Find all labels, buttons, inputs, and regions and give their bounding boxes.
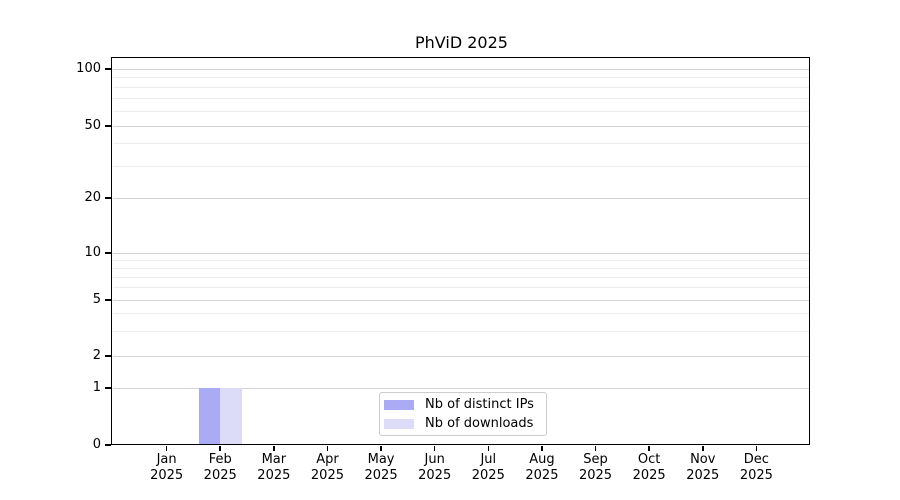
x-tick-label-month: Sep bbox=[583, 452, 608, 467]
gridline-major bbox=[113, 68, 810, 70]
y-tick-mark bbox=[105, 68, 111, 70]
x-tick-label: Mar 2025 bbox=[242, 452, 306, 484]
bar-nb-of-downloads-feb-2025 bbox=[220, 388, 242, 445]
gridline-minor bbox=[113, 165, 810, 167]
gridline-major bbox=[113, 355, 810, 357]
legend-row: Nb of downloads bbox=[384, 414, 542, 433]
x-tick-label: Oct 2025 bbox=[617, 452, 681, 484]
gridline-major bbox=[113, 252, 810, 254]
x-tick-label-year: 2025 bbox=[364, 468, 398, 483]
gridline-major bbox=[113, 299, 810, 301]
x-tick-label-month: Mar bbox=[261, 452, 287, 467]
y-tick-label: 2 bbox=[92, 348, 101, 363]
x-tick-label-year: 2025 bbox=[739, 468, 773, 483]
plot-area bbox=[111, 57, 811, 446]
legend-swatch bbox=[384, 399, 414, 410]
legend-label: Nb of downloads bbox=[425, 416, 534, 431]
legend: Nb of distinct IPs Nb of downloads bbox=[379, 392, 547, 436]
x-tick-label-year: 2025 bbox=[150, 468, 184, 483]
x-tick-label-year: 2025 bbox=[418, 468, 452, 483]
x-tick-mark bbox=[594, 446, 597, 451]
chart-title: PhViD 2025 bbox=[415, 33, 508, 52]
gridline-minor bbox=[113, 86, 810, 88]
gridline-minor bbox=[113, 313, 810, 315]
y-tick-label: 10 bbox=[84, 245, 101, 260]
x-tick-label-year: 2025 bbox=[310, 468, 344, 483]
gridline-minor bbox=[113, 143, 810, 145]
gridline-minor bbox=[113, 97, 810, 99]
y-tick-label: 1 bbox=[92, 380, 101, 395]
y-tick-mark bbox=[105, 299, 111, 301]
x-tick-mark bbox=[219, 446, 222, 451]
x-tick-mark bbox=[273, 446, 275, 451]
x-tick-mark bbox=[433, 446, 436, 451]
x-tick-label-year: 2025 bbox=[525, 468, 559, 483]
gridline-major bbox=[113, 387, 810, 389]
x-tick-mark bbox=[755, 446, 758, 451]
x-tick-mark bbox=[648, 446, 650, 451]
x-tick-label: Apr 2025 bbox=[295, 452, 359, 484]
gridline-major bbox=[113, 125, 810, 127]
x-tick-label-month: Oct bbox=[637, 452, 661, 467]
x-tick-label-year: 2025 bbox=[578, 468, 613, 483]
x-tick-label-year: 2025 bbox=[471, 468, 505, 483]
legend-swatch bbox=[384, 418, 414, 429]
x-tick-label-month: Nov bbox=[690, 452, 716, 467]
x-tick-mark bbox=[701, 446, 704, 451]
gridline-minor bbox=[113, 77, 810, 79]
legend-row: Nb of distinct IPs bbox=[384, 395, 542, 414]
x-tick-label-month: Aug bbox=[529, 452, 555, 467]
x-tick-label: Jul 2025 bbox=[456, 452, 520, 484]
y-tick-mark bbox=[105, 125, 111, 127]
y-tick-label: 0 bbox=[92, 437, 101, 452]
legend-label: Nb of distinct IPs bbox=[425, 397, 534, 412]
x-tick-label-month: Jun bbox=[424, 452, 445, 467]
x-tick-label-month: Jul bbox=[480, 452, 497, 467]
x-tick-label-month: Apr bbox=[316, 452, 339, 467]
x-tick-label-month: Dec bbox=[743, 452, 769, 467]
x-tick-label: Sep 2025 bbox=[564, 452, 628, 484]
x-tick-label: May 2025 bbox=[349, 452, 413, 484]
y-tick-label: 5 bbox=[92, 292, 101, 307]
x-tick-label-year: 2025 bbox=[203, 468, 237, 483]
gridline-minor bbox=[113, 330, 810, 332]
x-tick-label: Feb 2025 bbox=[188, 452, 252, 484]
y-tick-mark bbox=[105, 387, 111, 389]
x-tick-mark bbox=[326, 446, 329, 451]
y-tick-mark bbox=[105, 444, 111, 446]
y-tick-label: 50 bbox=[84, 118, 101, 133]
x-tick-label: Jun 2025 bbox=[403, 452, 467, 484]
x-tick-label: Aug 2025 bbox=[510, 452, 574, 484]
x-tick-label-month: Jan bbox=[156, 452, 177, 467]
y-tick-mark bbox=[105, 197, 111, 199]
x-tick-label-year: 2025 bbox=[257, 468, 291, 483]
x-tick-label: Dec 2025 bbox=[724, 452, 788, 484]
y-tick-mark bbox=[105, 252, 111, 254]
gridline-minor bbox=[113, 259, 810, 261]
x-tick-label-year: 2025 bbox=[632, 468, 666, 483]
gridline-major bbox=[113, 197, 810, 199]
y-tick-label: 100 bbox=[76, 61, 101, 76]
x-tick-label-month: Feb bbox=[208, 452, 232, 467]
x-tick-label: Jan 2025 bbox=[135, 452, 199, 484]
x-tick-mark bbox=[541, 446, 543, 451]
x-tick-mark bbox=[380, 446, 382, 451]
gridline-minor bbox=[113, 276, 810, 278]
y-tick-mark bbox=[105, 355, 111, 357]
gridline-minor bbox=[113, 287, 810, 289]
x-tick-label-year: 2025 bbox=[686, 468, 720, 483]
y-tick-label: 20 bbox=[84, 190, 101, 205]
x-tick-label: Nov 2025 bbox=[671, 452, 735, 484]
x-tick-mark bbox=[487, 446, 490, 451]
gridline-minor bbox=[113, 267, 810, 269]
x-tick-mark bbox=[165, 446, 168, 451]
x-tick-label-month: May bbox=[367, 452, 395, 467]
bar-nb-of-distinct-ips-feb-2025 bbox=[198, 388, 221, 445]
gridline-minor bbox=[113, 110, 810, 112]
